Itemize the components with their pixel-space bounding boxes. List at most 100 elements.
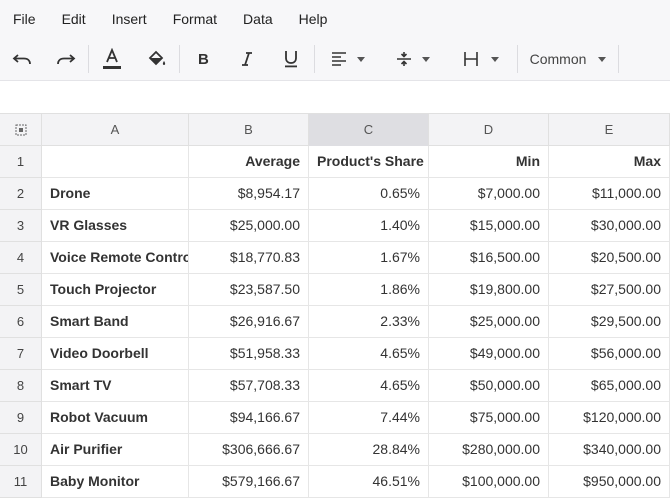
- cell-c11[interactable]: 46.51%: [309, 466, 429, 498]
- cell-c9[interactable]: 7.44%: [309, 402, 429, 434]
- row-header[interactable]: 10: [0, 434, 42, 466]
- cell-d9[interactable]: $75,000.00: [429, 402, 549, 434]
- column-header-b[interactable]: B: [189, 114, 309, 146]
- cell-b5[interactable]: $23,587.50: [189, 274, 309, 306]
- row-header[interactable]: 4: [0, 242, 42, 274]
- row-header[interactable]: 7: [0, 338, 42, 370]
- cell-e10[interactable]: $340,000.00: [549, 434, 670, 466]
- align-left-icon: [332, 52, 346, 66]
- select-all-button[interactable]: [0, 114, 42, 146]
- column-header-c[interactable]: C: [309, 114, 429, 146]
- cell-e9[interactable]: $120,000.00: [549, 402, 670, 434]
- menu-data[interactable]: Data: [243, 11, 273, 27]
- row-header[interactable]: 1: [0, 146, 42, 178]
- text-color-icon: [103, 48, 121, 69]
- cell-e4[interactable]: $20,500.00: [549, 242, 670, 274]
- cell-b10[interactable]: $306,666.67: [189, 434, 309, 466]
- row-header[interactable]: 8: [0, 370, 42, 402]
- cell-b1[interactable]: Average: [189, 146, 309, 178]
- cell-c3[interactable]: 1.40%: [309, 210, 429, 242]
- cell-e3[interactable]: $30,000.00: [549, 210, 670, 242]
- vertical-align-dropdown[interactable]: [381, 43, 445, 75]
- cell-e5[interactable]: $27,500.00: [549, 274, 670, 306]
- cell-d8[interactable]: $50,000.00: [429, 370, 549, 402]
- chevron-down-icon: [357, 56, 365, 62]
- cell-c2[interactable]: 0.65%: [309, 178, 429, 210]
- row-header[interactable]: 2: [0, 178, 42, 210]
- text-wrap-dropdown[interactable]: [445, 43, 517, 75]
- cell-a8[interactable]: Smart TV: [42, 370, 189, 402]
- toolbar-separator: [179, 45, 180, 73]
- cell-e1[interactable]: Max: [549, 146, 670, 178]
- cell-c1[interactable]: Product's Share: [309, 146, 429, 178]
- menu-insert[interactable]: Insert: [111, 11, 147, 27]
- toolbar-separator: [517, 45, 518, 73]
- horizontal-align-dropdown[interactable]: [315, 43, 381, 75]
- row-header[interactable]: 3: [0, 210, 42, 242]
- cell-d2[interactable]: $7,000.00: [429, 178, 549, 210]
- bold-button[interactable]: B: [180, 43, 226, 75]
- cell-d5[interactable]: $19,800.00: [429, 274, 549, 306]
- fill-color-button[interactable]: [135, 43, 179, 75]
- italic-button[interactable]: [226, 43, 268, 75]
- underline-icon: [285, 51, 297, 68]
- undo-button[interactable]: [0, 43, 44, 75]
- cell-b11[interactable]: $579,166.67: [189, 466, 309, 498]
- cell-d3[interactable]: $15,000.00: [429, 210, 549, 242]
- row-header[interactable]: 6: [0, 306, 42, 338]
- cell-a4[interactable]: Voice Remote Control: [42, 242, 189, 274]
- cell-b9[interactable]: $94,166.67: [189, 402, 309, 434]
- cell-d6[interactable]: $25,000.00: [429, 306, 549, 338]
- number-format-dropdown[interactable]: Common: [518, 43, 618, 75]
- cell-c6[interactable]: 2.33%: [309, 306, 429, 338]
- row-header[interactable]: 5: [0, 274, 42, 306]
- cell-a2[interactable]: Drone: [42, 178, 189, 210]
- column-header-d[interactable]: D: [429, 114, 549, 146]
- cell-d4[interactable]: $16,500.00: [429, 242, 549, 274]
- column-header-e[interactable]: E: [549, 114, 670, 146]
- toolbar: B Common: [0, 38, 670, 81]
- cell-d7[interactable]: $49,000.00: [429, 338, 549, 370]
- select-all-icon: [15, 124, 26, 136]
- cell-a5[interactable]: Touch Projector: [42, 274, 189, 306]
- cell-c5[interactable]: 1.86%: [309, 274, 429, 306]
- text-color-button[interactable]: [89, 43, 135, 75]
- cell-c7[interactable]: 4.65%: [309, 338, 429, 370]
- menu-format[interactable]: Format: [172, 11, 218, 27]
- cell-b3[interactable]: $25,000.00: [189, 210, 309, 242]
- cell-c10[interactable]: 28.84%: [309, 434, 429, 466]
- cell-b8[interactable]: $57,708.33: [189, 370, 309, 402]
- cell-a6[interactable]: Smart Band: [42, 306, 189, 338]
- cell-a7[interactable]: Video Doorbell: [42, 338, 189, 370]
- redo-button[interactable]: [44, 43, 88, 75]
- cell-a11[interactable]: Baby Monitor: [42, 466, 189, 498]
- cell-e11[interactable]: $950,000.00: [549, 466, 670, 498]
- formula-bar[interactable]: [0, 81, 670, 114]
- cell-b7[interactable]: $51,958.33: [189, 338, 309, 370]
- cell-c8[interactable]: 4.65%: [309, 370, 429, 402]
- row-header[interactable]: 9: [0, 402, 42, 434]
- cell-a10[interactable]: Air Purifier: [42, 434, 189, 466]
- cell-a9[interactable]: Robot Vacuum: [42, 402, 189, 434]
- cell-a3[interactable]: VR Glasses: [42, 210, 189, 242]
- column-header-a[interactable]: A: [42, 114, 189, 146]
- cell-b2[interactable]: $8,954.17: [189, 178, 309, 210]
- row-header[interactable]: 11: [0, 466, 42, 498]
- cell-e8[interactable]: $65,000.00: [549, 370, 670, 402]
- underline-button[interactable]: [268, 43, 314, 75]
- cell-d11[interactable]: $100,000.00: [429, 466, 549, 498]
- menu-edit[interactable]: Edit: [61, 11, 86, 27]
- cell-d10[interactable]: $280,000.00: [429, 434, 549, 466]
- cell-e6[interactable]: $29,500.00: [549, 306, 670, 338]
- cell-e7[interactable]: $56,000.00: [549, 338, 670, 370]
- cell-a1[interactable]: [42, 146, 189, 178]
- cell-c4[interactable]: 1.67%: [309, 242, 429, 274]
- menu-file[interactable]: File: [13, 11, 36, 27]
- undo-icon: [12, 54, 31, 65]
- cell-e2[interactable]: $11,000.00: [549, 178, 670, 210]
- menu-help[interactable]: Help: [298, 11, 328, 27]
- cell-d1[interactable]: Min: [429, 146, 549, 178]
- cell-b4[interactable]: $18,770.83: [189, 242, 309, 274]
- cell-b6[interactable]: $26,916.67: [189, 306, 309, 338]
